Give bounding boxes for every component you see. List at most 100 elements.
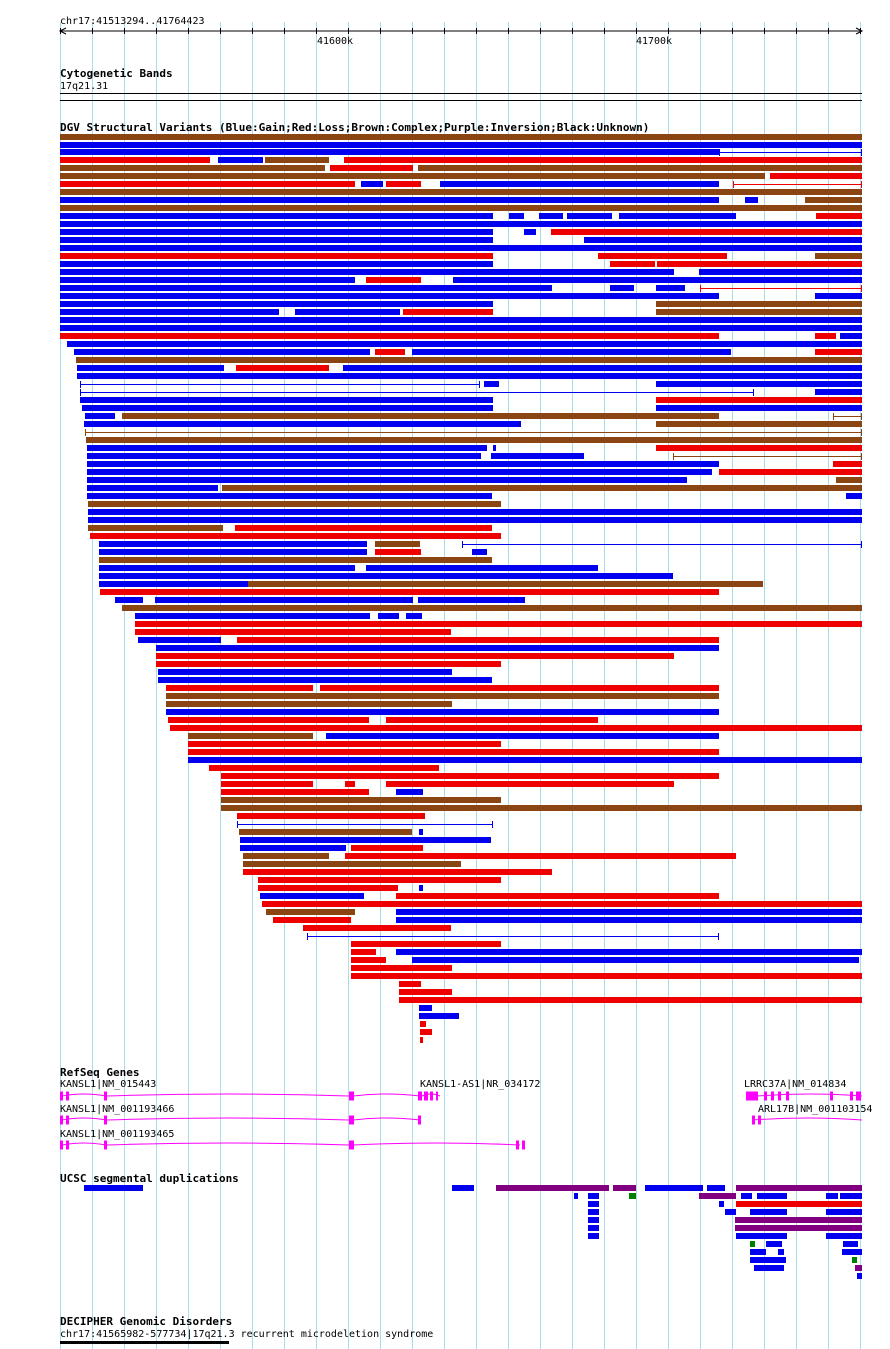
loss-bar[interactable] — [135, 629, 451, 635]
segdup-block[interactable] — [840, 1193, 862, 1199]
segdup-block[interactable] — [855, 1265, 862, 1271]
loss-bar[interactable] — [656, 445, 862, 451]
segdup-block[interactable] — [735, 1225, 862, 1231]
complex-bar[interactable] — [239, 829, 412, 835]
decipher-feature-bar[interactable] — [60, 1341, 229, 1344]
complex-bar[interactable] — [188, 733, 313, 739]
segdup-block[interactable] — [588, 1201, 599, 1207]
gain-bar[interactable] — [99, 581, 248, 587]
gene-exon-icon[interactable] — [66, 1115, 69, 1125]
gain-bar[interactable] — [60, 245, 862, 251]
gene-models[interactable] — [60, 1091, 863, 1150]
gain-bar[interactable] — [440, 181, 719, 187]
segdup-block[interactable] — [826, 1233, 862, 1239]
loss-bar[interactable] — [351, 957, 386, 963]
complex-bar[interactable] — [166, 701, 452, 707]
segdup-block[interactable] — [826, 1193, 838, 1199]
loss-bar[interactable] — [166, 685, 313, 691]
gain-bar[interactable] — [82, 405, 493, 411]
gain-bar[interactable] — [87, 469, 712, 475]
gain-bar[interactable] — [218, 157, 263, 163]
gain-bar[interactable] — [453, 277, 862, 283]
gene-exon-icon[interactable] — [418, 1091, 422, 1101]
variant-connector-line[interactable] — [673, 456, 862, 457]
loss-bar[interactable] — [90, 533, 501, 539]
gain-bar[interactable] — [509, 213, 524, 219]
segdup-block[interactable] — [766, 1241, 782, 1247]
gain-bar[interactable] — [60, 149, 719, 155]
loss-bar[interactable] — [399, 997, 862, 1003]
loss-bar[interactable] — [156, 661, 501, 667]
gene-exon-icon[interactable] — [764, 1091, 767, 1101]
loss-bar[interactable] — [345, 853, 736, 859]
loss-bar[interactable] — [816, 213, 862, 219]
complex-bar[interactable] — [656, 421, 862, 427]
gene-exon-icon[interactable] — [516, 1140, 519, 1150]
loss-bar[interactable] — [156, 653, 674, 659]
gain-bar[interactable] — [60, 309, 279, 315]
gain-bar[interactable] — [166, 709, 719, 715]
loss-bar[interactable] — [236, 365, 329, 371]
segdup-block[interactable] — [842, 1249, 862, 1255]
segdup-block[interactable] — [826, 1209, 862, 1215]
segdup-block[interactable] — [750, 1257, 786, 1263]
segdup-block[interactable] — [645, 1185, 703, 1191]
gene-exon-icon[interactable] — [850, 1091, 853, 1101]
gain-bar[interactable] — [584, 237, 862, 243]
segdup-block[interactable] — [496, 1185, 609, 1191]
complex-bar[interactable] — [76, 357, 862, 363]
gain-bar[interactable] — [188, 757, 862, 763]
gene-exon-icon[interactable] — [778, 1091, 781, 1101]
coordinate-ruler[interactable]: chr17:41513294..41764423 41600k 41700k — [58, 16, 864, 47]
segdup-block[interactable] — [588, 1209, 599, 1215]
gene-exon-icon[interactable] — [752, 1115, 755, 1125]
variant-connector-line[interactable] — [85, 432, 862, 433]
loss-bar[interactable] — [221, 789, 369, 795]
loss-bar[interactable] — [719, 469, 862, 475]
loss-bar[interactable] — [351, 941, 501, 947]
variant-connector-line[interactable] — [700, 288, 862, 289]
loss-bar[interactable] — [60, 333, 719, 339]
loss-bar[interactable] — [60, 157, 210, 163]
loss-bar[interactable] — [386, 181, 421, 187]
complex-bar[interactable] — [805, 197, 862, 203]
gain-bar[interactable] — [60, 301, 493, 307]
variant-connector-line[interactable] — [80, 392, 754, 393]
segdup-block[interactable] — [736, 1185, 862, 1191]
segdup-block[interactable] — [750, 1249, 766, 1255]
gain-bar[interactable] — [656, 405, 862, 411]
gain-bar[interactable] — [396, 789, 423, 795]
gene-exon-icon[interactable] — [104, 1091, 107, 1101]
complex-bar[interactable] — [60, 189, 862, 195]
loss-bar[interactable] — [100, 589, 719, 595]
gain-bar[interactable] — [60, 285, 552, 291]
gene-exon-icon[interactable] — [771, 1091, 774, 1101]
gene-exon-icon[interactable] — [60, 1091, 63, 1101]
gain-bar[interactable] — [326, 733, 719, 739]
gene-exon-icon[interactable] — [436, 1091, 438, 1101]
gain-bar[interactable] — [491, 453, 584, 459]
loss-bar[interactable] — [221, 781, 313, 787]
loss-bar[interactable] — [386, 781, 674, 787]
gain-bar[interactable] — [138, 637, 221, 643]
segdup-block[interactable] — [452, 1185, 474, 1191]
loss-bar[interactable] — [399, 989, 452, 995]
gene-exon-icon[interactable] — [66, 1140, 69, 1150]
gain-bar[interactable] — [412, 957, 859, 963]
gain-bar[interactable] — [87, 461, 719, 467]
gene-exon-icon[interactable] — [430, 1091, 433, 1101]
loss-bar[interactable] — [833, 461, 862, 467]
loss-bar[interactable] — [60, 181, 355, 187]
gain-bar[interactable] — [60, 197, 719, 203]
complex-bar[interactable] — [266, 909, 355, 915]
gain-bar[interactable] — [419, 885, 423, 891]
segdup-block[interactable] — [852, 1257, 857, 1263]
complex-bar[interactable] — [243, 853, 329, 859]
complex-bar[interactable] — [836, 477, 862, 483]
variant-connector-line[interactable] — [462, 544, 862, 545]
segdup-block[interactable] — [843, 1241, 858, 1247]
gain-bar[interactable] — [419, 1005, 432, 1011]
gain-bar[interactable] — [240, 837, 491, 843]
segdup-block[interactable] — [588, 1217, 599, 1223]
segmental-duplications-track[interactable]: UCSC segmental duplications — [60, 1172, 862, 1279]
